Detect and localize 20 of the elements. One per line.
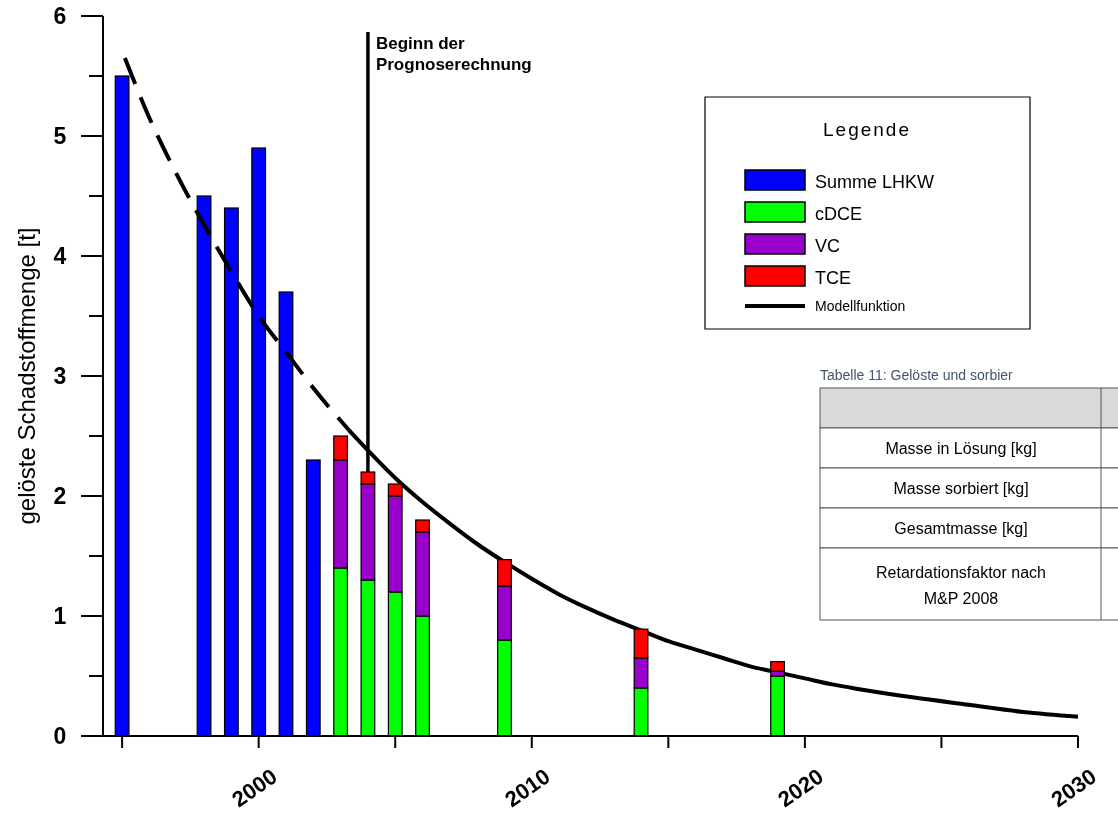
annotation: Masse in Lösung [kg] xyxy=(885,440,1037,457)
legend-label: Modellfunktion xyxy=(815,298,906,314)
y-tick-label: 0 xyxy=(53,723,67,749)
legend-label: cDCE xyxy=(815,204,863,224)
ref-line-label: Beginn der Prognoserechnung xyxy=(375,34,532,74)
y-tick-label: 4 xyxy=(53,243,67,269)
legend-label: Summe LHKW xyxy=(815,172,935,192)
legend-label: TCE xyxy=(815,268,851,288)
annotation: Gesamtmasse [kg] xyxy=(894,520,1028,537)
annotation: Tabelle 11: Gelöste und sorbier xyxy=(820,367,1014,383)
y-tick-label: 1 xyxy=(53,603,67,629)
y-tick-label: 6 xyxy=(53,3,67,29)
annotation: Retardationsfaktor nach M&P 2008 xyxy=(876,564,1046,607)
y-axis-title: gelöste Schadstoffmenge [t] xyxy=(13,227,40,525)
legend-label: VC xyxy=(815,236,841,256)
y-tick-label: 5 xyxy=(53,123,67,149)
y-tick-label: 3 xyxy=(53,363,67,389)
annotation: Masse sorbiert [kg] xyxy=(893,480,1029,497)
legend-title: Legende xyxy=(823,119,911,140)
y-tick-label: 2 xyxy=(53,483,67,509)
